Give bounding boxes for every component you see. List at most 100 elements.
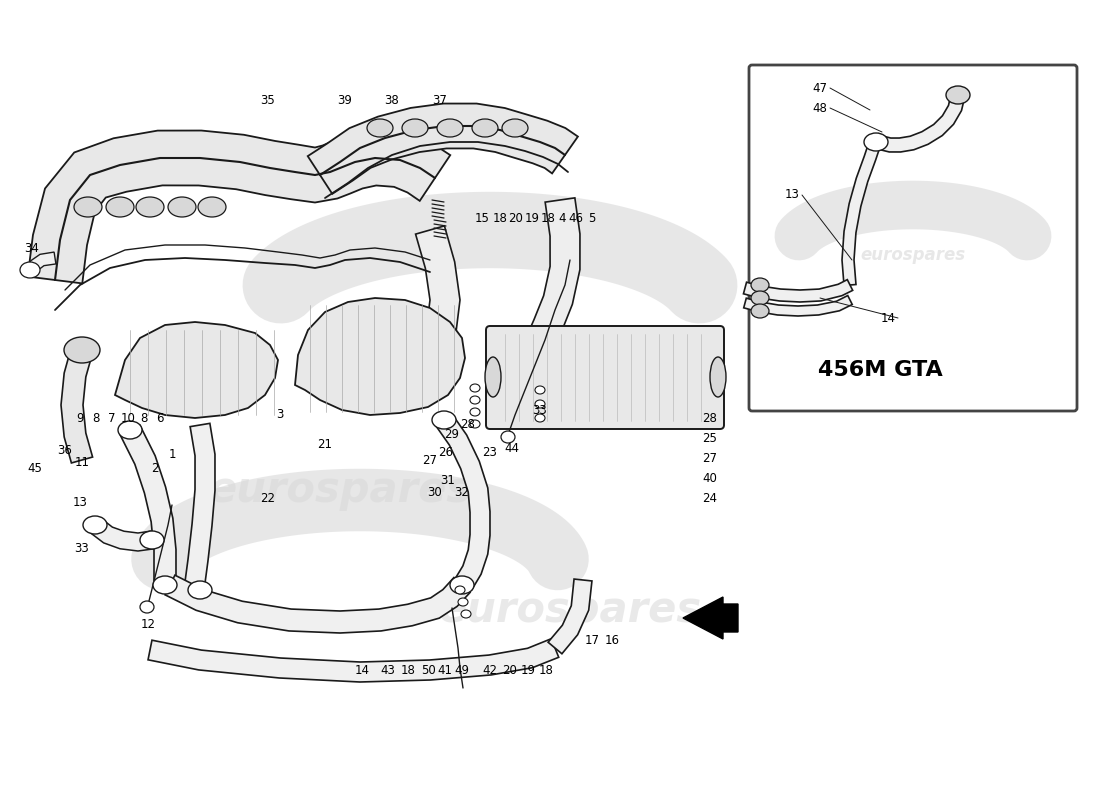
Polygon shape — [28, 130, 450, 283]
Text: 14: 14 — [880, 311, 895, 325]
Polygon shape — [744, 280, 852, 302]
Text: 29: 29 — [444, 429, 460, 442]
Ellipse shape — [500, 431, 515, 443]
Ellipse shape — [367, 119, 393, 137]
Text: 38: 38 — [385, 94, 399, 106]
Ellipse shape — [470, 408, 480, 416]
Text: 27: 27 — [422, 454, 438, 466]
Text: eurospares: eurospares — [208, 469, 472, 511]
Ellipse shape — [188, 581, 212, 599]
Text: 8: 8 — [92, 411, 100, 425]
Ellipse shape — [458, 598, 468, 606]
Text: 22: 22 — [261, 491, 275, 505]
Text: 10: 10 — [121, 411, 135, 425]
Text: 20: 20 — [508, 211, 524, 225]
Ellipse shape — [64, 337, 100, 363]
Ellipse shape — [432, 411, 456, 429]
Ellipse shape — [535, 400, 544, 408]
Text: 21: 21 — [318, 438, 332, 451]
Text: 19: 19 — [520, 663, 536, 677]
Text: 30: 30 — [428, 486, 442, 498]
Ellipse shape — [751, 291, 769, 305]
Text: 35: 35 — [261, 94, 275, 106]
Text: 18: 18 — [493, 211, 507, 225]
Polygon shape — [842, 138, 882, 286]
Text: 18: 18 — [400, 663, 416, 677]
Ellipse shape — [136, 197, 164, 217]
Text: 50: 50 — [420, 663, 436, 677]
Text: 37: 37 — [432, 94, 448, 106]
Text: 41: 41 — [438, 663, 452, 677]
Polygon shape — [60, 347, 92, 463]
Text: 18: 18 — [540, 211, 556, 225]
Polygon shape — [26, 252, 56, 273]
Polygon shape — [89, 518, 153, 551]
Text: 26: 26 — [439, 446, 453, 458]
Text: 44: 44 — [505, 442, 519, 454]
Polygon shape — [116, 322, 278, 418]
Polygon shape — [513, 198, 580, 376]
Ellipse shape — [74, 197, 102, 217]
Text: 40: 40 — [703, 471, 717, 485]
Ellipse shape — [455, 586, 465, 594]
FancyArrow shape — [683, 597, 738, 639]
Text: 456M GTA: 456M GTA — [817, 360, 943, 380]
Ellipse shape — [864, 133, 888, 151]
Text: 16: 16 — [605, 634, 619, 646]
Text: 3: 3 — [276, 409, 284, 422]
Ellipse shape — [20, 262, 40, 278]
Text: 15: 15 — [474, 211, 490, 225]
Ellipse shape — [502, 119, 528, 137]
Text: 24: 24 — [703, 491, 717, 505]
Ellipse shape — [470, 420, 480, 428]
Ellipse shape — [82, 516, 107, 534]
Ellipse shape — [472, 119, 498, 137]
Polygon shape — [184, 423, 214, 591]
Text: 6: 6 — [156, 411, 164, 425]
Polygon shape — [148, 638, 559, 682]
Text: 43: 43 — [381, 663, 395, 677]
Ellipse shape — [118, 421, 142, 439]
Text: 17: 17 — [584, 634, 600, 646]
Polygon shape — [548, 579, 592, 654]
Text: 7: 7 — [108, 411, 115, 425]
Ellipse shape — [168, 197, 196, 217]
Polygon shape — [295, 298, 465, 415]
Text: 33: 33 — [75, 542, 89, 554]
Text: 14: 14 — [354, 663, 370, 677]
Text: 19: 19 — [525, 211, 539, 225]
Text: 39: 39 — [338, 94, 352, 106]
Text: 12: 12 — [141, 618, 155, 631]
Text: 18: 18 — [539, 663, 553, 677]
Text: 20: 20 — [503, 663, 517, 677]
Ellipse shape — [946, 86, 970, 104]
Ellipse shape — [470, 384, 480, 392]
Text: 46: 46 — [569, 211, 583, 225]
Ellipse shape — [751, 304, 769, 318]
Ellipse shape — [535, 386, 544, 394]
FancyBboxPatch shape — [486, 326, 724, 429]
Text: eurospares: eurospares — [439, 589, 702, 631]
Text: 28: 28 — [461, 418, 475, 431]
Polygon shape — [308, 103, 578, 194]
Polygon shape — [120, 425, 176, 580]
Ellipse shape — [106, 197, 134, 217]
Ellipse shape — [140, 601, 154, 613]
Polygon shape — [436, 414, 490, 590]
Polygon shape — [403, 226, 460, 394]
Text: 4: 4 — [558, 211, 565, 225]
Text: 13: 13 — [784, 189, 800, 202]
Text: 28: 28 — [703, 411, 717, 425]
Text: 13: 13 — [73, 495, 87, 509]
Text: 8: 8 — [141, 411, 147, 425]
Text: eurospares: eurospares — [860, 246, 966, 264]
Text: 5: 5 — [588, 211, 596, 225]
Text: 11: 11 — [75, 455, 89, 469]
Text: 32: 32 — [454, 486, 470, 498]
Ellipse shape — [470, 396, 480, 404]
Ellipse shape — [751, 278, 769, 292]
Text: 9: 9 — [76, 411, 84, 425]
Polygon shape — [873, 94, 965, 152]
Text: 36: 36 — [57, 443, 73, 457]
Polygon shape — [165, 575, 470, 633]
